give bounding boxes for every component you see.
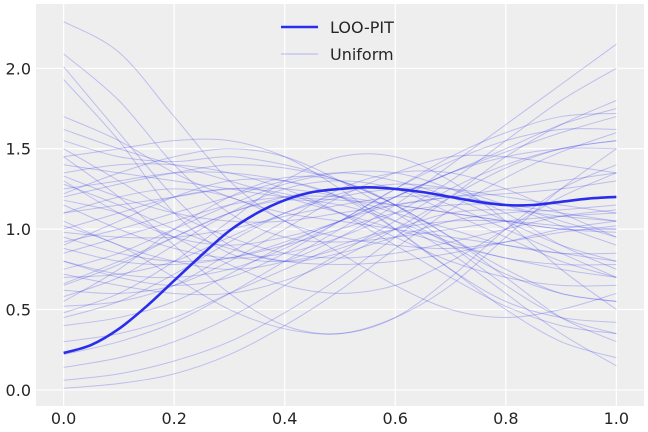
uniform-sample-line-34 bbox=[63, 132, 617, 389]
uniform-sample-line-1 bbox=[63, 53, 617, 243]
uniform-sample-line-36 bbox=[63, 148, 617, 335]
uniform-sample-line-0 bbox=[63, 21, 617, 250]
uniform-sample-line-31 bbox=[63, 116, 617, 356]
uniform-sample-line-49 bbox=[63, 183, 617, 319]
y-tick-label-1: 0.5 bbox=[6, 301, 31, 320]
uniform-sample-line-21 bbox=[63, 112, 617, 286]
uniform-sample-line-20 bbox=[63, 195, 617, 254]
uniform-sample-line-4 bbox=[63, 116, 617, 262]
x-tick-label-4: 0.8 bbox=[493, 409, 518, 428]
uniform-sample-line-19 bbox=[63, 147, 617, 266]
uniform-sample-line-47 bbox=[63, 148, 617, 302]
uniform-sample-line-41 bbox=[63, 148, 617, 259]
y-tick-label-2: 1.0 bbox=[6, 220, 31, 239]
uniform-sample-line-42 bbox=[63, 175, 617, 335]
loo-pit-line bbox=[63, 186, 617, 355]
uniform-sample-line-14 bbox=[63, 187, 617, 255]
uniform-sample-line-46 bbox=[63, 199, 617, 286]
legend-label-loo-pit: LOO-PIT bbox=[330, 18, 394, 37]
uniform-sample-line-3 bbox=[63, 79, 617, 262]
x-tick-label-2: 0.4 bbox=[272, 409, 297, 428]
uniform-sample-line-17 bbox=[63, 195, 617, 239]
x-tick-label-5: 1.0 bbox=[604, 409, 629, 428]
uniform-sample-line-5 bbox=[63, 128, 617, 278]
uniform-sample-line-12 bbox=[63, 164, 617, 343]
uniform-sample-line-28 bbox=[63, 153, 617, 314]
uniform-sample-line-6 bbox=[63, 140, 617, 302]
uniform-sample-line-37 bbox=[63, 172, 617, 294]
legend: LOO-PIT Uniform bbox=[281, 18, 394, 64]
uniform-sample-line-45 bbox=[63, 183, 617, 266]
uniform-sample-line-29 bbox=[63, 180, 617, 327]
uniform-sample-line-22 bbox=[63, 170, 617, 270]
uniform-sample-line-18 bbox=[63, 172, 617, 262]
uniform-sample-line-33 bbox=[63, 100, 617, 381]
uniform-sample-line-11 bbox=[63, 171, 617, 367]
uniform-series bbox=[63, 21, 617, 389]
uniform-sample-line-23 bbox=[63, 187, 617, 278]
uniform-sample-line-26 bbox=[63, 180, 617, 298]
uniform-sample-line-48 bbox=[63, 128, 617, 279]
y-tick-labels: 0.0 0.5 1.0 1.5 2.0 bbox=[6, 59, 31, 400]
uniform-sample-line-8 bbox=[63, 164, 617, 233]
uniform-sample-line-38 bbox=[63, 178, 617, 359]
uniform-sample-line-30 bbox=[63, 219, 617, 343]
uniform-sample-line-25 bbox=[63, 154, 617, 295]
uniform-sample-line-44 bbox=[63, 203, 617, 262]
y-tick-label-4: 2.0 bbox=[6, 59, 31, 78]
uniform-sample-line-40 bbox=[63, 140, 617, 296]
y-tick-label-0: 0.0 bbox=[6, 381, 31, 400]
uniform-sample-line-10 bbox=[63, 108, 617, 246]
uniform-sample-line-39 bbox=[63, 163, 617, 335]
uniform-sample-line-2 bbox=[63, 66, 617, 262]
x-tick-label-3: 0.6 bbox=[383, 409, 408, 428]
legend-label-uniform: Uniform bbox=[330, 45, 394, 64]
y-tick-label-3: 1.5 bbox=[6, 140, 31, 159]
loo-pit-series bbox=[63, 186, 617, 355]
uniform-sample-line-13 bbox=[63, 67, 617, 259]
uniform-sample-line-9 bbox=[63, 172, 617, 223]
x-tick-label-1: 0.2 bbox=[161, 409, 186, 428]
uniform-sample-line-32 bbox=[63, 140, 617, 368]
x-tick-labels: 0.0 0.2 0.4 0.6 0.8 1.0 bbox=[51, 409, 629, 428]
uniform-sample-line-43 bbox=[63, 188, 617, 319]
x-tick-label-0: 0.0 bbox=[51, 409, 76, 428]
uniform-sample-line-15 bbox=[63, 43, 617, 270]
uniform-sample-line-35 bbox=[63, 156, 617, 335]
uniform-sample-line-16 bbox=[63, 188, 617, 287]
grid-lines bbox=[36, 4, 644, 406]
